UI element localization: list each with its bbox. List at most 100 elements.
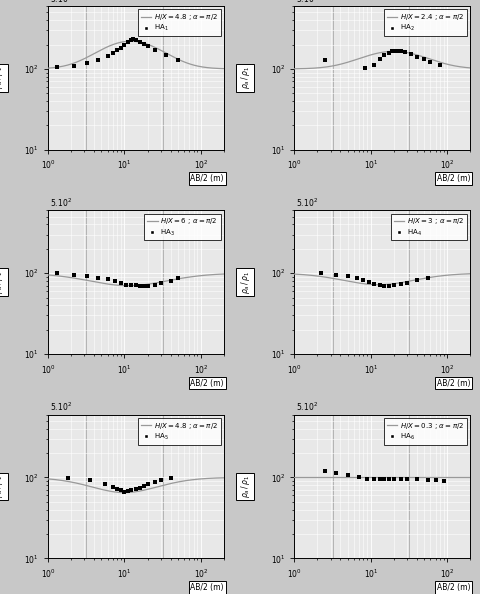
Point — [122, 280, 130, 289]
Point — [440, 476, 448, 485]
Point — [136, 483, 144, 492]
Point — [132, 36, 140, 45]
Point — [144, 479, 151, 489]
Point — [117, 43, 125, 53]
Legend: $H/X = 3$ ; $\alpha = \pi/2$, HA$_4$: $H/X = 3$ ; $\alpha = \pi/2$, HA$_4$ — [391, 214, 467, 241]
Point — [124, 486, 132, 496]
Text: $\rho_a\,/\,\rho_1$: $\rho_a\,/\,\rho_1$ — [0, 271, 5, 293]
Point — [151, 280, 159, 289]
Point — [397, 474, 405, 484]
Point — [120, 486, 128, 496]
Point — [144, 41, 151, 50]
Point — [117, 486, 125, 495]
Point — [381, 281, 388, 290]
Point — [86, 476, 94, 485]
Point — [94, 55, 102, 65]
Point — [384, 48, 392, 58]
Point — [344, 271, 352, 281]
Point — [136, 281, 144, 290]
Point — [317, 268, 324, 278]
Point — [413, 475, 421, 484]
Point — [136, 37, 144, 47]
Point — [376, 280, 384, 290]
Legend: $H/X = 0.3$ ; $\alpha = \pi/2$, HA$_6$: $H/X = 0.3$ ; $\alpha = \pi/2$, HA$_6$ — [384, 418, 467, 445]
Point — [384, 474, 392, 484]
Text: AB/2 (m): AB/2 (m) — [191, 583, 224, 592]
Text: $5.10^2$: $5.10^2$ — [50, 401, 72, 413]
Point — [113, 46, 121, 55]
Point — [321, 55, 329, 64]
Point — [365, 277, 373, 287]
Point — [420, 55, 428, 64]
Legend: $H/X = 4.8$ ; $\alpha = \pi/2$, HA$_1$: $H/X = 4.8$ ; $\alpha = \pi/2$, HA$_1$ — [138, 10, 220, 36]
Point — [390, 474, 398, 484]
Point — [117, 279, 125, 288]
Point — [376, 55, 384, 64]
Point — [132, 484, 140, 494]
Text: $\rho_a\,/\,\rho_1$: $\rho_a\,/\,\rho_1$ — [239, 475, 252, 498]
Point — [151, 477, 159, 486]
Point — [132, 280, 140, 290]
Point — [157, 279, 165, 288]
Text: $5.10^2$: $5.10^2$ — [50, 197, 72, 208]
Text: $\rho_a\,/\,\rho_1$: $\rho_a\,/\,\rho_1$ — [0, 67, 5, 90]
Point — [388, 46, 396, 56]
Point — [104, 51, 111, 61]
Point — [344, 470, 352, 480]
Text: AB/2 (m): AB/2 (m) — [437, 174, 470, 184]
Point — [432, 475, 439, 485]
Text: $\rho_a\,/\,\rho_1$: $\rho_a\,/\,\rho_1$ — [239, 271, 252, 293]
Point — [104, 274, 111, 284]
Point — [332, 468, 340, 478]
Point — [436, 60, 444, 69]
Point — [424, 273, 432, 282]
Text: $5.10^2$: $5.10^2$ — [296, 197, 318, 208]
Point — [397, 46, 405, 56]
Point — [392, 46, 399, 55]
Point — [353, 273, 360, 282]
Legend: $H/X = 2.4$ ; $\alpha = \pi/2$, HA$_2$: $H/X = 2.4$ ; $\alpha = \pi/2$, HA$_2$ — [384, 10, 467, 36]
Text: $5.10^2$: $5.10^2$ — [296, 0, 318, 5]
Point — [53, 62, 60, 72]
Point — [144, 281, 151, 290]
Legend: $H/X = 4.8$ ; $\alpha = \pi/2$, HA$_5$: $H/X = 4.8$ ; $\alpha = \pi/2$, HA$_5$ — [138, 418, 220, 445]
Point — [427, 57, 434, 67]
Point — [124, 37, 132, 47]
Point — [381, 50, 388, 60]
Text: AB/2 (m): AB/2 (m) — [437, 583, 470, 592]
Point — [64, 473, 72, 483]
Point — [413, 52, 421, 61]
Point — [109, 482, 117, 491]
Point — [53, 268, 60, 278]
Point — [381, 474, 388, 484]
Point — [83, 58, 90, 68]
Point — [355, 473, 363, 482]
Point — [120, 40, 128, 50]
Point — [370, 474, 378, 484]
Point — [127, 280, 134, 290]
Point — [113, 484, 121, 494]
Text: $\rho_a\,/\,\rho_1$: $\rho_a\,/\,\rho_1$ — [239, 67, 252, 90]
Point — [332, 270, 340, 279]
Point — [407, 49, 414, 59]
Point — [151, 45, 159, 55]
Point — [376, 474, 384, 484]
Point — [404, 475, 411, 484]
Point — [174, 55, 182, 64]
Point — [360, 275, 367, 285]
Point — [127, 485, 134, 495]
Point — [174, 273, 182, 282]
Point — [130, 34, 137, 44]
Point — [401, 48, 409, 57]
Point — [71, 61, 78, 70]
Point — [140, 481, 148, 491]
Point — [140, 39, 148, 49]
Point — [395, 46, 402, 55]
Point — [94, 273, 102, 283]
Legend: $H/X = 6$ ; $\alpha = \pi/2$, HA$_3$: $H/X = 6$ ; $\alpha = \pi/2$, HA$_3$ — [144, 214, 220, 241]
Point — [390, 280, 398, 290]
Point — [370, 279, 378, 289]
Point — [361, 63, 369, 72]
Point — [363, 474, 371, 484]
Text: $\rho_a\,/\,\rho_1$: $\rho_a\,/\,\rho_1$ — [0, 475, 5, 498]
